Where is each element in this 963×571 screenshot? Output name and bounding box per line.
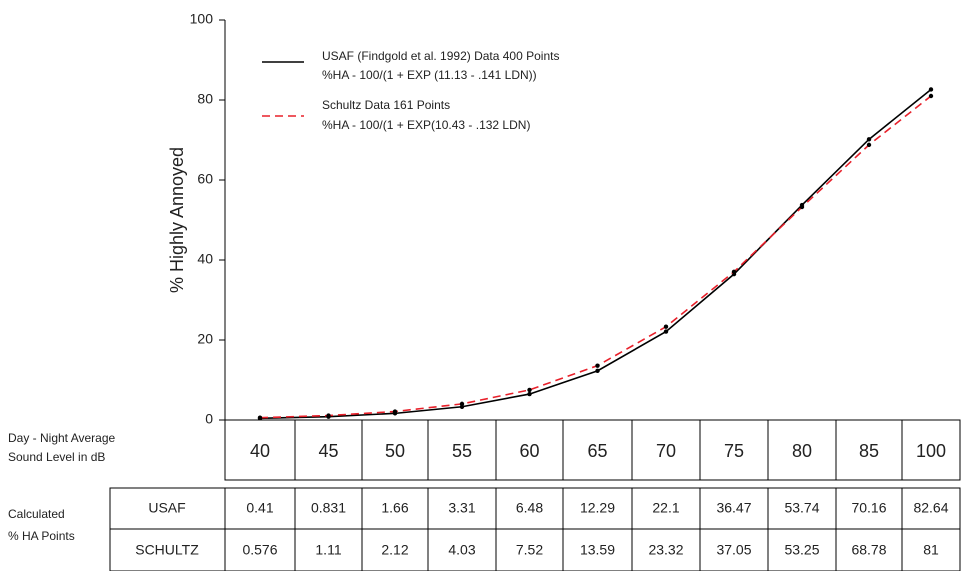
data-point (866, 142, 872, 148)
x-tick-label: 55 (452, 441, 472, 461)
table-value: 2.12 (381, 542, 408, 558)
row-label: USAF (148, 500, 185, 516)
table-label: Calculated (8, 507, 65, 521)
table-value: 0.576 (242, 542, 277, 558)
data-point (527, 387, 532, 393)
x-tick-label: 80 (792, 441, 812, 461)
x-tick-label: 100 (916, 441, 946, 461)
x-tick-label: 50 (385, 441, 405, 461)
table-value: 12.29 (580, 500, 615, 516)
data-point (731, 269, 737, 274)
table-label: % HA Points (8, 529, 75, 543)
data-point (459, 401, 465, 407)
y-axis-label: % Highly Annoyed (167, 147, 187, 293)
x-axis-label: Day - Night Average (8, 431, 115, 445)
table-value: 36.47 (716, 500, 751, 516)
data-point (257, 415, 263, 420)
table-value: 53.25 (784, 542, 819, 558)
table-value: 53.74 (784, 500, 819, 516)
data-point (866, 137, 872, 142)
x-tick-label: 45 (318, 441, 338, 461)
table-value: 6.48 (516, 500, 543, 516)
table-value: 4.03 (448, 542, 475, 558)
legend-formula: %HA - 100/(1 + EXP(10.43 - .132 LDN) (322, 118, 530, 132)
y-tick-label: 60 (197, 171, 213, 187)
legend-label: Schultz Data 161 Points (322, 98, 450, 112)
series-line (259, 95, 932, 419)
x-tick-label: 70 (656, 441, 676, 461)
table-value: 3.31 (448, 500, 475, 516)
data-point (595, 368, 600, 374)
y-tick-label: 0 (205, 411, 213, 427)
table-value: 7.52 (516, 542, 543, 558)
category-row (224, 419, 961, 481)
x-tick-label: 60 (519, 441, 539, 461)
data-point (928, 93, 934, 99)
x-tick-label: 85 (859, 441, 879, 461)
data-point (663, 329, 669, 334)
data-point (799, 204, 805, 210)
x-tick-label: 65 (587, 441, 607, 461)
y-tick-label: 20 (197, 331, 213, 347)
data-point (326, 413, 331, 418)
table-value: 81 (923, 542, 939, 558)
table-value: 1.66 (381, 500, 408, 516)
y-tick-label: 100 (190, 11, 214, 27)
x-tick-label: 75 (724, 441, 744, 461)
row-label: SCHULTZ (135, 542, 199, 558)
table-value: 0.41 (246, 500, 273, 516)
x-tick-label: 40 (250, 441, 270, 461)
table-value: 13.59 (580, 542, 615, 558)
table-value: 37.05 (716, 542, 751, 558)
table-value: 82.64 (913, 500, 948, 516)
y-tick-label: 80 (197, 91, 213, 107)
table-value: 70.16 (851, 500, 886, 516)
y-tick-label: 40 (197, 251, 213, 267)
data-point (527, 391, 532, 397)
legend-formula: %HA - 100/(1 + EXP (11.13 - .141 LDN)) (322, 68, 537, 82)
x-axis-label: Sound Level in dB (8, 450, 105, 464)
data-point (595, 363, 600, 368)
table-value: 1.11 (315, 542, 341, 558)
series-line (259, 88, 932, 420)
table-value: 68.78 (851, 542, 886, 558)
table-value: 23.32 (648, 542, 683, 558)
legend-label: USAF (Findgold et al. 1992) Data 400 Poi… (322, 49, 559, 63)
table-value: 22.1 (652, 500, 679, 516)
data-point (663, 324, 669, 329)
data-point (392, 409, 398, 414)
table-value: 0.831 (311, 500, 346, 516)
data-point (928, 87, 934, 92)
